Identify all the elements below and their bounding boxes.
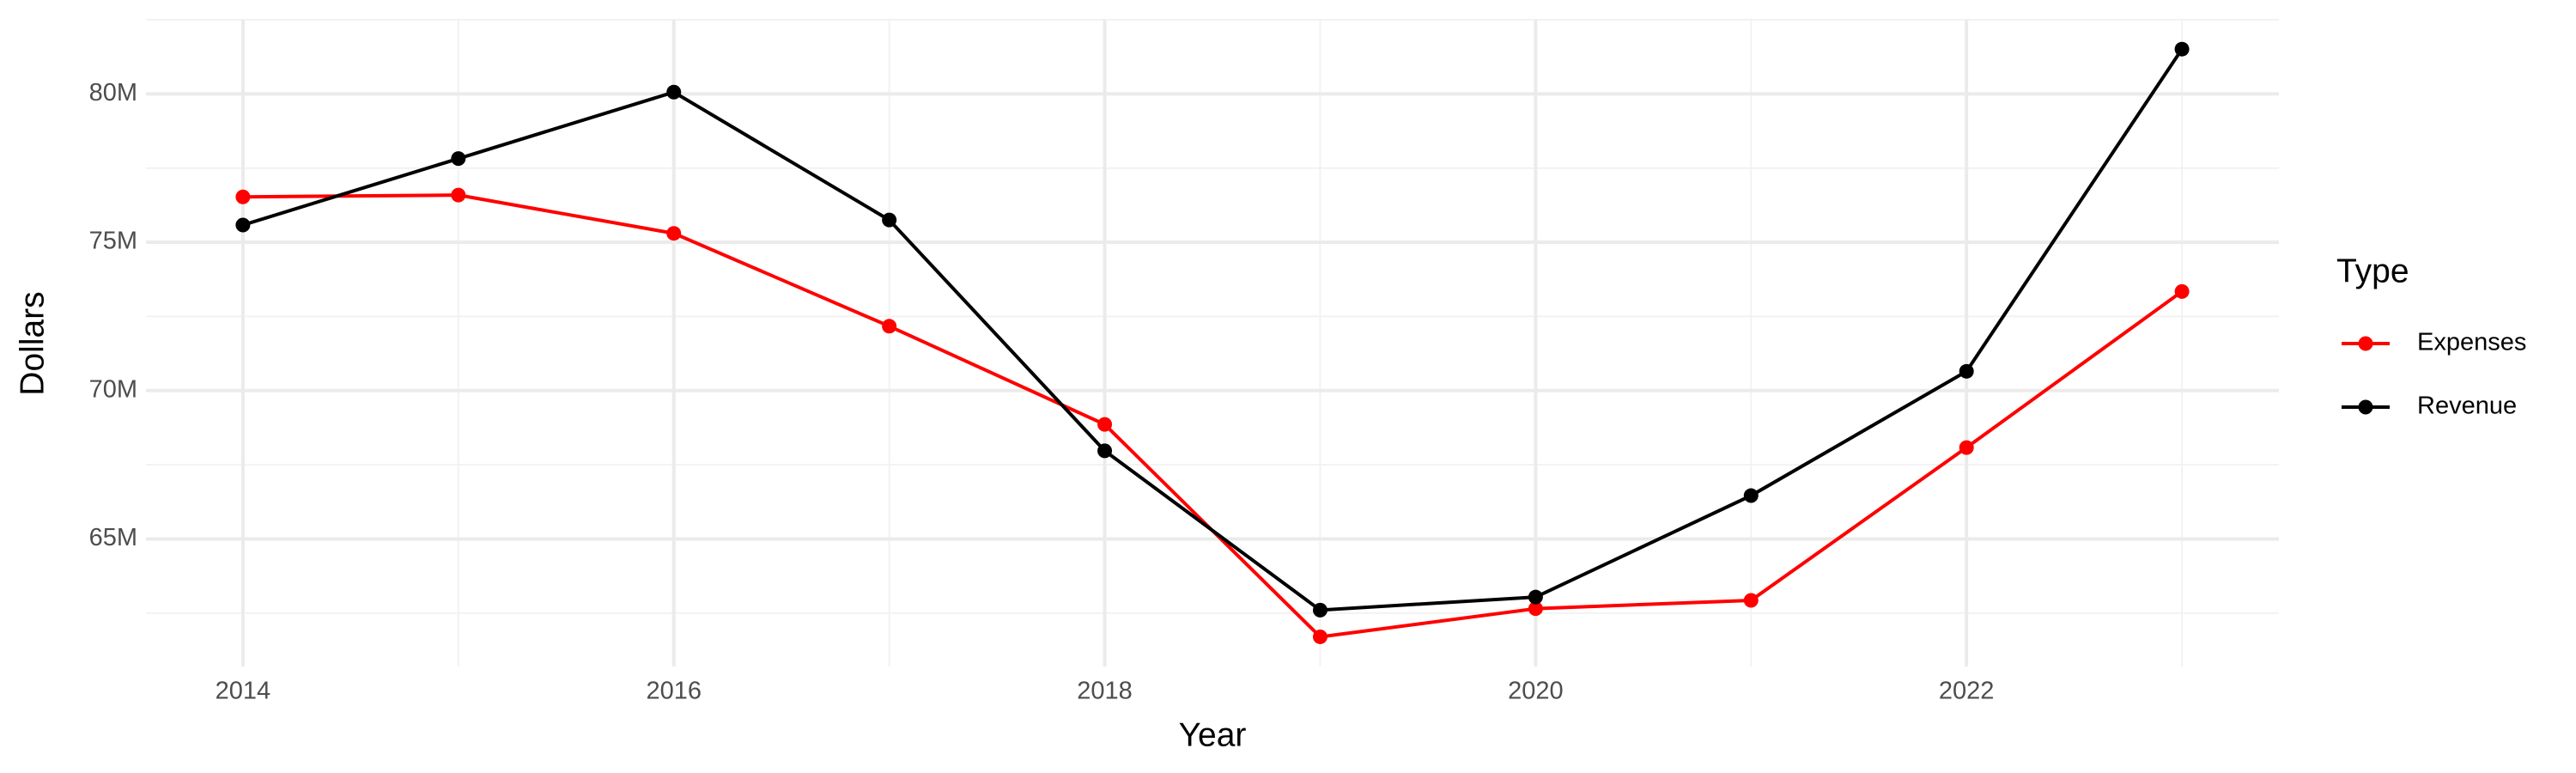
point xyxy=(1312,629,1327,644)
x-axis-title: Year xyxy=(1179,716,1247,753)
point xyxy=(451,187,466,203)
x-tick-label: 2022 xyxy=(1939,678,1995,705)
point xyxy=(1743,488,1759,503)
y-tick-label: 65M xyxy=(89,524,137,551)
point xyxy=(1528,589,1543,605)
point xyxy=(2174,283,2190,299)
point xyxy=(2174,41,2190,57)
x-tick-label: 2018 xyxy=(1077,678,1133,705)
x-tick-label: 2020 xyxy=(1508,678,1564,705)
point xyxy=(882,319,897,334)
point xyxy=(451,151,466,167)
legend-point xyxy=(2358,336,2373,351)
point xyxy=(235,217,251,233)
point xyxy=(1097,417,1113,432)
point xyxy=(1959,363,1974,379)
point xyxy=(235,189,251,204)
legend-point xyxy=(2358,399,2373,415)
point xyxy=(1528,601,1543,617)
x-tick-label: 2014 xyxy=(216,678,271,705)
point xyxy=(1959,440,1974,455)
point xyxy=(666,84,682,100)
y-tick-label: 80M xyxy=(89,79,137,107)
legend-label: Expenses xyxy=(2417,329,2526,356)
point xyxy=(1743,593,1759,608)
point xyxy=(882,212,897,228)
x-tick-label: 2016 xyxy=(646,678,702,705)
y-tick-label: 70M xyxy=(89,375,137,403)
y-axis-title: Dollars xyxy=(14,291,51,395)
line xyxy=(242,48,2184,612)
point xyxy=(666,226,682,241)
y-tick-label: 75M xyxy=(89,228,137,255)
point xyxy=(1097,443,1113,459)
legend-label: Revenue xyxy=(2417,393,2517,420)
legend-title: Type xyxy=(2336,253,2409,289)
point xyxy=(1312,602,1327,618)
